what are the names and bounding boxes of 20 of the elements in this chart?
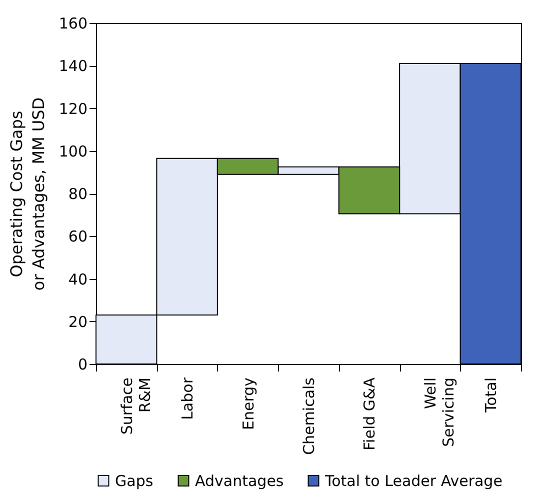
x-tick-label: Labor	[178, 376, 197, 420]
y-tick-label: 120	[58, 100, 88, 118]
y-tick-label: 140	[58, 57, 88, 76]
y-tick-label: 160	[58, 14, 88, 32]
y-axis-title: Operating Cost Gaps or Advantages, MM USD	[6, 97, 48, 291]
y-tick-label: 0	[78, 356, 88, 374]
legend-label: Advantages	[195, 472, 284, 490]
x-tick-label: Surface R&M	[118, 378, 154, 435]
x-tick-label: Total	[482, 378, 500, 414]
y-tick-label: 60	[68, 228, 88, 246]
x-tick-label: Well Servicing	[421, 378, 458, 447]
y-tick-label: 40	[68, 270, 88, 288]
legend-label: Total to Leader Average	[324, 472, 502, 490]
x-tick-label: Chemicals	[300, 377, 318, 455]
x-tick-label: Energy	[239, 377, 258, 430]
y-tick-label: 20	[68, 312, 88, 331]
x-tick-label: Field G&A	[360, 376, 379, 450]
legend-label: Gaps	[115, 472, 154, 490]
y-tick-label: 100	[58, 142, 88, 160]
y-tick-label: 80	[68, 185, 88, 203]
